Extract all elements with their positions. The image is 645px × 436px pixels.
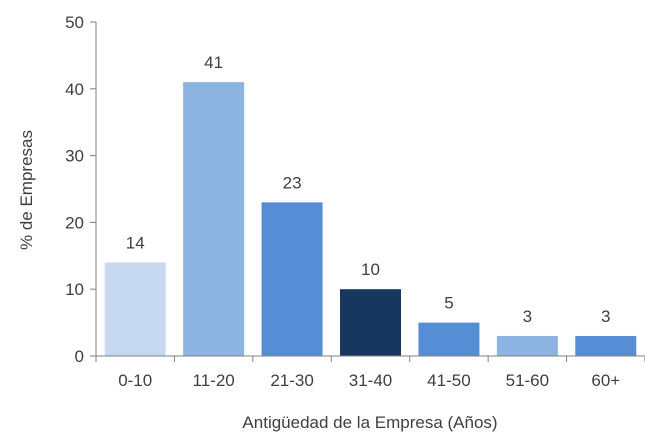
x-axis: 0-10 11-20 21-30 31-40 41-50 51-60 60+ xyxy=(95,355,645,390)
data-label: 10 xyxy=(361,260,380,279)
x-tick-label: 0-10 xyxy=(118,371,152,390)
bar-21-30 xyxy=(261,202,323,356)
x-tick-label: 21-30 xyxy=(270,371,313,390)
y-tick-label: 30 xyxy=(65,147,84,166)
bar-0-10 xyxy=(104,262,166,356)
y-axis: 0 10 20 30 40 50 xyxy=(65,13,97,366)
y-tick-label: 20 xyxy=(65,213,84,232)
bar-51-60 xyxy=(496,335,558,356)
data-label: 14 xyxy=(126,233,145,252)
y-tick-label: 0 xyxy=(75,347,84,366)
bar-series: 14 41 23 10 5 3 3 xyxy=(104,53,637,357)
y-tick-label: 10 xyxy=(65,280,84,299)
data-label: 23 xyxy=(283,173,302,192)
bar-11-20 xyxy=(183,82,245,357)
x-tick-label: 11-20 xyxy=(193,371,235,390)
y-tick-label: 40 xyxy=(65,80,84,99)
data-label: 3 xyxy=(601,307,610,326)
x-tick-label: 41-50 xyxy=(427,371,470,390)
bar-60+ xyxy=(575,335,637,356)
x-axis-title: Antigüedad de la Empresa (Años) xyxy=(242,413,497,432)
data-label: 41 xyxy=(204,53,223,72)
x-tick-label: 60+ xyxy=(591,371,620,390)
x-tick-label: 51-60 xyxy=(506,371,549,390)
y-axis-title: % de Empresas xyxy=(17,130,36,250)
bar-41-50 xyxy=(418,322,480,356)
bar-31-40 xyxy=(340,289,401,356)
data-label: 3 xyxy=(523,307,532,326)
data-label: 5 xyxy=(444,294,453,313)
y-tick-label: 50 xyxy=(65,13,84,32)
x-tick-label: 31-40 xyxy=(349,371,392,390)
